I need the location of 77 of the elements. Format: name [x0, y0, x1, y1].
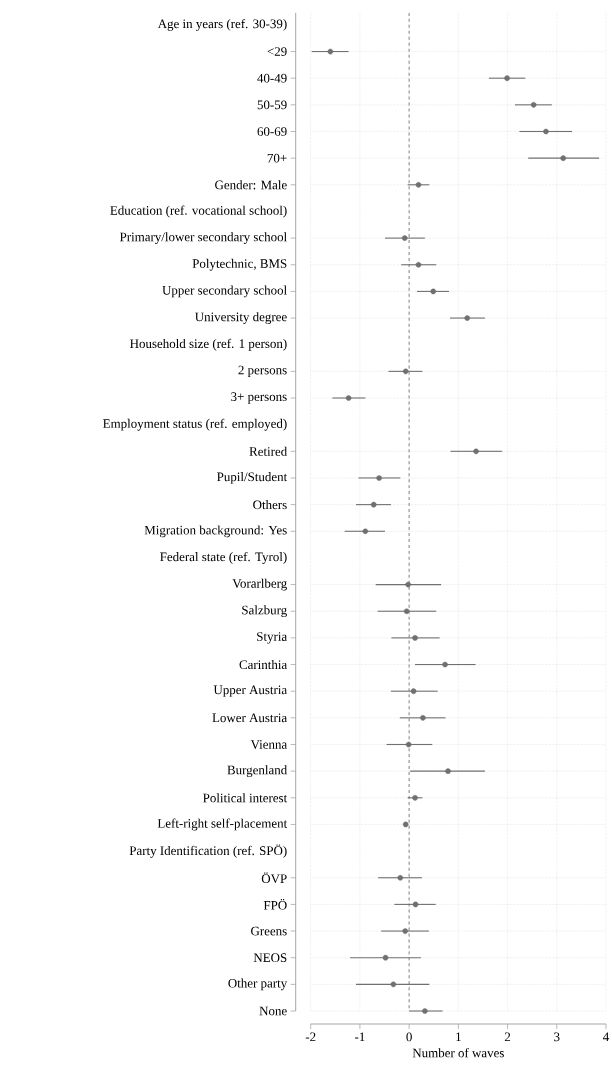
y-tick-label: Other party — [228, 978, 288, 991]
y-tick-label: Polytechnic, BMS — [192, 258, 287, 271]
y-tick-label: Retired — [249, 446, 288, 456]
x-axis-title: Number of waves — [412, 1048, 504, 1058]
y-tick-label: None — [259, 1006, 287, 1016]
y-tick-label: Styria — [257, 632, 288, 644]
y-tick-label: Household size (ref. 1 person) — [130, 338, 287, 351]
x-tick-label: 3 — [554, 1032, 560, 1042]
y-tick-label: Age in years (ref. 30-39) — [157, 18, 287, 31]
y-tick-label: Others — [253, 500, 287, 510]
y-tick-label: <29 — [267, 47, 287, 56]
point — [390, 981, 397, 988]
point — [412, 901, 419, 908]
point — [405, 741, 412, 748]
y-tick-label: Upper Austria — [213, 685, 287, 697]
point — [560, 155, 566, 161]
point — [327, 48, 334, 55]
point — [442, 661, 448, 668]
point — [430, 288, 437, 295]
point — [415, 261, 422, 268]
y-tick-label: NEOS — [253, 953, 287, 963]
point — [422, 1008, 428, 1014]
y-tick-label: Migration background: Yes — [144, 525, 287, 538]
point — [362, 528, 369, 535]
x-tick-label: 1 — [456, 1032, 461, 1042]
point — [345, 395, 352, 401]
y-tick-label: Gender: Male — [215, 180, 287, 190]
y-tick-label: Upper secondary school — [162, 285, 287, 298]
point — [412, 635, 418, 641]
point — [402, 928, 408, 934]
y-tick-label: 50-59 — [257, 100, 287, 110]
point — [530, 102, 537, 108]
y-tick-label: Vienna — [250, 740, 288, 749]
point — [403, 608, 410, 615]
y-tick-label: University degree — [195, 312, 287, 324]
x-tick-label: -1 — [355, 1032, 365, 1042]
point — [464, 315, 470, 321]
point — [402, 368, 409, 375]
y-tick-label: Education (ref. vocational school) — [110, 205, 287, 218]
point — [382, 954, 389, 961]
y-tick-label: Salzburg — [242, 605, 287, 618]
y-tick-label: 60-69 — [257, 127, 287, 136]
x-tick-label: 2 — [504, 1032, 511, 1042]
y-tick-label: Lower Austria — [212, 713, 287, 723]
point — [410, 688, 417, 694]
point — [376, 475, 382, 481]
x-tick-label: -2 — [305, 1032, 316, 1042]
point — [405, 581, 411, 588]
y-tick-label: 2 persons — [238, 365, 287, 378]
point — [473, 448, 479, 455]
y-tick-label: Burgenland — [227, 765, 288, 778]
point — [370, 501, 377, 508]
point — [401, 235, 408, 241]
y-tick-label: 40-49 — [257, 73, 287, 83]
y-tick-label: Federal state (ref. Tyrol) — [160, 551, 287, 564]
point — [397, 874, 404, 881]
y-tick-label: Political interest — [203, 793, 288, 803]
x-tick-label: 4 — [603, 1032, 610, 1042]
point — [504, 75, 510, 81]
y-tick-label: Carinthia — [239, 659, 288, 670]
y-tick-label: Vorarlberg — [232, 578, 287, 591]
y-tick-label: Primary/lower secondary school — [119, 232, 287, 244]
y-tick-label: Party Identification (ref. SPÖ) — [129, 844, 287, 858]
y-tick-label: Pupil/Student — [217, 472, 288, 484]
y-tick-label: Employment status (ref. employed) — [103, 418, 287, 431]
y-tick-label: 3+ persons — [231, 392, 287, 404]
point — [415, 182, 422, 188]
y-tick-label: Left-right self-placement — [157, 818, 288, 831]
point — [412, 795, 418, 801]
y-tick-label: FPÖ — [263, 899, 287, 910]
y-tick-label: Greens — [251, 926, 287, 936]
point — [445, 768, 451, 774]
point — [420, 715, 426, 721]
y-tick-label: 70+ — [267, 153, 287, 163]
y-tick-label: ÖVP — [261, 872, 287, 884]
point — [543, 128, 549, 135]
x-tick-label: 0 — [406, 1032, 412, 1042]
